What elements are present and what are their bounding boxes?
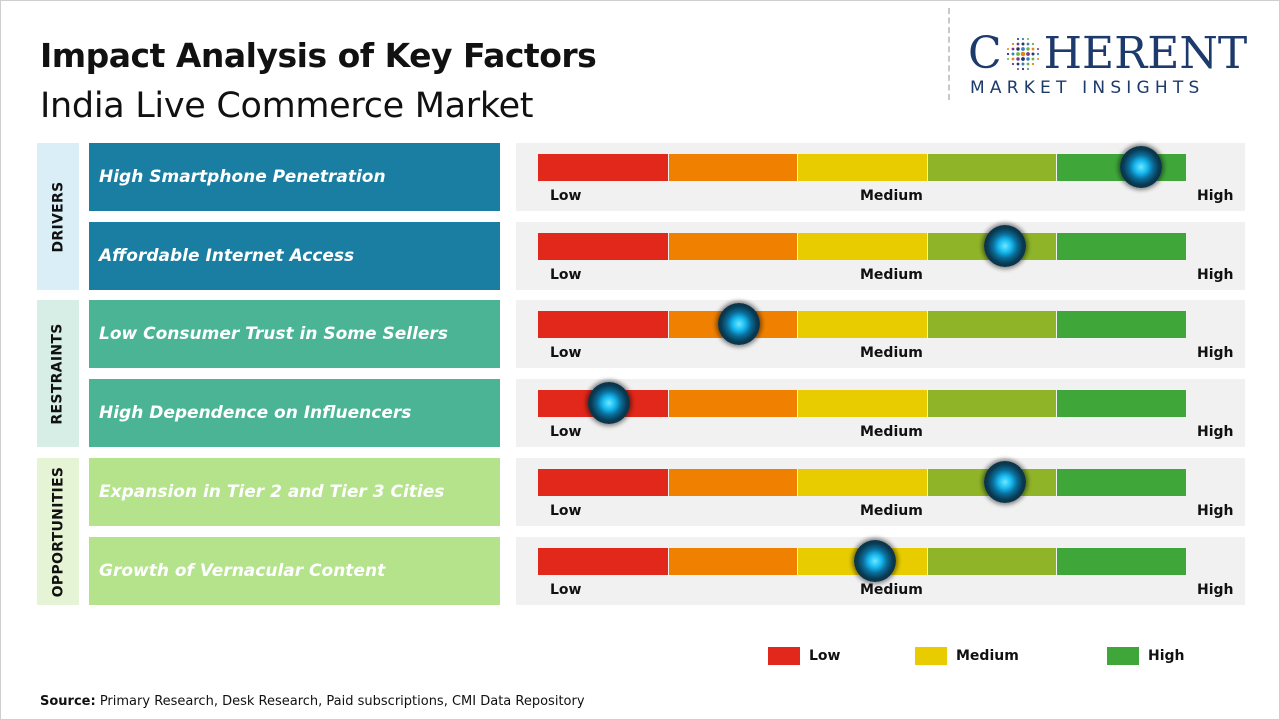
group-tab-restraints: RESTRAINTS: [37, 300, 79, 447]
scale-label-high: High: [1197, 503, 1234, 519]
impact-marker: [983, 461, 1026, 503]
group-label-drivers: DRIVERS: [50, 181, 67, 252]
logo-letters-rest: HERENT: [1043, 28, 1248, 79]
scale-label-low: Low: [550, 424, 582, 440]
legend-label-low: Low: [809, 648, 841, 664]
factor-label: Low Consumer Trust in Some Sellers: [89, 300, 500, 368]
legend-swatch-high: [1107, 647, 1139, 665]
legend-label-high: High: [1148, 648, 1185, 664]
factor-label: Affordable Internet Access: [89, 222, 500, 290]
scale-segment: [927, 154, 1057, 181]
impact-scale: Low Medium High: [516, 537, 1245, 605]
source-note: Source: Primary Research, Desk Research,…: [40, 694, 585, 709]
source-prefix: Source:: [40, 694, 96, 709]
legend-swatch-low: [768, 647, 800, 665]
impact-marker: [1119, 146, 1162, 188]
scale-segment: [538, 154, 668, 181]
scale-segment: [798, 311, 927, 338]
scale-segment: [668, 548, 798, 575]
scale-label-high: High: [1197, 424, 1234, 440]
impact-marker: [853, 540, 896, 582]
scale-segment: [1057, 548, 1186, 575]
impact-scale: Low Medium High: [516, 143, 1245, 211]
legend-item-high: High: [1107, 647, 1185, 665]
scale-label-medium: Medium: [860, 503, 923, 519]
scale-segment: [538, 233, 668, 260]
group-tab-opportunities: OPPORTUNITIES: [37, 458, 79, 605]
scale-segment: [798, 233, 927, 260]
scale-label-medium: Medium: [860, 267, 923, 283]
legend-label-medium: Medium: [956, 648, 1019, 664]
scale-label-low: Low: [550, 345, 582, 361]
scale-segment: [1057, 469, 1186, 496]
scale-label-high: High: [1197, 267, 1234, 283]
impact-marker: [588, 382, 631, 424]
scale-label-medium: Medium: [860, 424, 923, 440]
source-text: Primary Research, Desk Research, Paid su…: [95, 694, 585, 709]
scale-label-high: High: [1197, 188, 1234, 204]
legend-item-low: Low: [768, 647, 840, 665]
impact-scale: Low Medium High: [516, 300, 1245, 368]
scale-segment: [538, 311, 668, 338]
factor-label: Growth of Vernacular Content: [89, 537, 500, 605]
logo-wordmark: C HERENT: [968, 30, 1247, 78]
scale-label-high: High: [1197, 582, 1234, 598]
impact-marker: [717, 303, 760, 345]
group-label-opportunities: OPPORTUNITIES: [50, 466, 66, 597]
factor-label: Expansion in Tier 2 and Tier 3 Cities: [89, 458, 500, 526]
group-label-restraints: RESTRAINTS: [50, 322, 66, 425]
chart-subtitle: India Live Commerce Market: [40, 86, 534, 126]
scale-label-low: Low: [550, 503, 582, 519]
logo-letter-c: C: [968, 28, 1002, 79]
impact-scale: Low Medium High: [516, 458, 1245, 526]
impact-marker: [983, 225, 1026, 267]
scale-label-low: Low: [550, 188, 582, 204]
scale-label-medium: Medium: [860, 582, 923, 598]
scale-segment: [927, 548, 1057, 575]
scale-segment: [668, 233, 798, 260]
scale-label-low: Low: [550, 582, 582, 598]
factor-label: High Dependence on Influencers: [89, 379, 500, 447]
scale-segment: [927, 311, 1057, 338]
scale-segment: [1057, 233, 1186, 260]
scale-segment: [668, 154, 798, 181]
factor-label: High Smartphone Penetration: [89, 143, 500, 211]
legend-swatch-medium: [915, 647, 947, 665]
scale-segment: [798, 469, 927, 496]
scale-label-low: Low: [550, 267, 582, 283]
scale-segment: [668, 469, 798, 496]
globe-dots-icon: [1006, 37, 1039, 71]
scale-label-medium: Medium: [860, 345, 923, 361]
chart-title: Impact Analysis of Key Factors: [40, 36, 597, 75]
logo-tagline: MARKET INSIGHTS: [970, 78, 1205, 98]
scale-segment: [927, 390, 1057, 417]
scale-segment: [538, 469, 668, 496]
scale-segment: [538, 548, 668, 575]
coherent-logo: C HERENT MARKET INSIGHTS: [968, 30, 1260, 100]
group-tab-drivers: DRIVERS: [37, 143, 79, 290]
impact-scale: Low Medium High: [516, 379, 1245, 447]
scale-label-medium: Medium: [860, 188, 923, 204]
legend-item-medium: Medium: [915, 647, 1019, 665]
logo-divider: [948, 8, 950, 100]
scale-segment: [798, 390, 927, 417]
scale-segment: [1057, 311, 1186, 338]
impact-scale: Low Medium High: [516, 222, 1245, 290]
scale-segment: [798, 154, 927, 181]
scale-segment: [668, 390, 798, 417]
scale-label-high: High: [1197, 345, 1234, 361]
scale-segment: [1057, 390, 1186, 417]
